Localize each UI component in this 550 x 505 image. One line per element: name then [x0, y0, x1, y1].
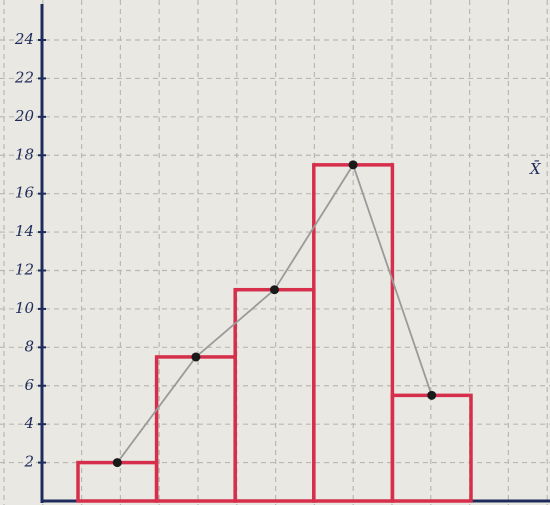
polygon-point	[270, 285, 279, 294]
paper-grid	[4, 0, 547, 505]
y-tick-label: 24	[14, 30, 34, 48]
chart: X̄ 24681012141618202224	[0, 0, 550, 505]
y-tick-label: 4	[23, 414, 34, 432]
frequency-polygon	[117, 165, 431, 463]
y-tick-label: 14	[15, 222, 34, 240]
polygon-point	[427, 391, 436, 400]
y-tick-label: 8	[24, 337, 34, 355]
page: X̄ 24681012141618202224 (() => { const d…	[0, 0, 550, 505]
bar	[78, 463, 157, 501]
y-tick-label: 18	[15, 145, 34, 163]
y-tick-label: 2	[23, 453, 34, 471]
y-tick-label: 12	[15, 261, 34, 279]
bar	[235, 290, 314, 501]
polygon-point	[113, 458, 122, 467]
bar	[392, 395, 471, 501]
polygon-point	[191, 352, 200, 361]
y-tick-label: 6	[24, 376, 34, 394]
y-tick-label: 20	[14, 107, 35, 125]
y-tick-label: 16	[15, 184, 35, 202]
y-tick-label: 22	[14, 68, 34, 86]
y-tick-label: 10	[15, 299, 35, 317]
polygon-point	[349, 160, 358, 169]
annotation: X̄	[529, 160, 542, 178]
bar	[157, 357, 236, 501]
